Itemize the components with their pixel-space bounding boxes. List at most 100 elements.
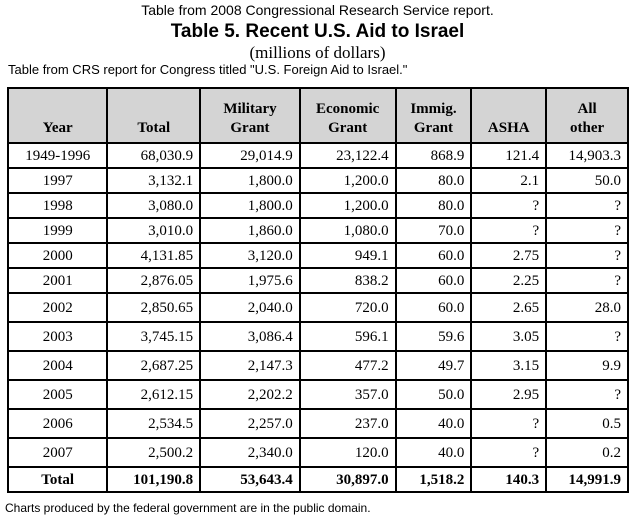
cell-military-grant: 3,086.4 [199, 321, 301, 352]
table-row: 1949-1996 68,030.9 29,014.9 23,122.4 868.9 12… [6, 142, 629, 169]
cell-immig-grant: 80.0 [394, 192, 473, 219]
cell-year: 2006 [6, 408, 109, 439]
cell-asha: 121.4 [470, 142, 548, 169]
header-all-other: All other [545, 87, 629, 144]
table-row: 2002 2,850.65 2,040.0 720.0 60.0 2.65 28.0 [6, 292, 629, 323]
cell-economic-grant: 120.0 [298, 437, 397, 468]
cell-total: 3,010.0 [106, 217, 202, 244]
table-row: 1998 3,080.0 1,800.0 1,200.0 80.0?? [6, 192, 629, 219]
cell-economic-grant: 477.2 [298, 350, 397, 381]
cell-military-grant: 2,340.0 [199, 437, 301, 468]
cell-year: 1998 [6, 192, 109, 219]
cell-economic-grant: 1,080.0 [298, 217, 397, 244]
table-row: 2005 2,612.15 2,202.2 357.0 50.0 2.95? [6, 379, 629, 410]
cell-economic-grant: 1,200.0 [298, 192, 397, 219]
cell-all-other: 14,903.3 [545, 142, 629, 169]
cell-all-other: ? [545, 321, 629, 352]
total-cell-military-grant: 53,643.4 [199, 466, 301, 493]
cell-economic-grant: 23,122.4 [298, 142, 397, 169]
cell-year: 2005 [6, 379, 109, 410]
cell-total: 2,876.05 [106, 267, 202, 294]
table-title: Table 5. Recent U.S. Aid to Israel [170, 21, 465, 42]
cell-asha: ? [470, 192, 548, 219]
cell-year: 2002 [6, 292, 109, 323]
cell-total: 2,500.2 [106, 437, 202, 468]
caption-top: Table from 2008 Congressional Research S… [141, 2, 494, 18]
source-caption: Table from CRS report for Congress title… [8, 62, 408, 77]
header-total: Total [106, 87, 202, 144]
cell-asha: 3.05 [470, 321, 548, 352]
cell-all-other: ? [545, 242, 629, 269]
cell-asha: ? [470, 217, 548, 244]
cell-military-grant: 1,800.0 [199, 192, 301, 219]
cell-military-grant: 29,014.9 [199, 142, 301, 169]
total-cell-total: 101,190.8 [106, 466, 202, 493]
total-cell-immig-grant: 1,518.2 [394, 466, 473, 493]
cell-all-other: 0.2 [545, 437, 629, 468]
cell-immig-grant: 50.0 [394, 379, 473, 410]
table-row: 2007 2,500.2 2,340.0 120.0 40.0? 0.2 [6, 437, 629, 468]
cell-asha: 3.15 [470, 350, 548, 381]
cell-year: 1999 [6, 217, 109, 244]
table-row: 2003 3,745.15 3,086.4 596.1 59.6 3.05? [6, 321, 629, 352]
table-row: 2000 4,131.85 3,120.0 949.1 60.0 2.75? [6, 242, 629, 269]
total-cell-asha: 140.3 [470, 466, 548, 493]
table-row: 2001 2,876.05 1,975.6 838.2 60.0 2.25? [6, 267, 629, 294]
cell-immig-grant: 60.0 [394, 242, 473, 269]
header-asha: ASHA [470, 87, 548, 144]
cell-immig-grant: 40.0 [394, 437, 473, 468]
header-military-grant: Military Grant [199, 87, 301, 144]
cell-all-other: 28.0 [545, 292, 629, 323]
header-immig-grant: Immig. Grant [394, 87, 473, 144]
cell-military-grant: 2,202.2 [199, 379, 301, 410]
header-row: Year Total Military Grant Economic Grant I… [6, 87, 629, 144]
cell-immig-grant: 70.0 [394, 217, 473, 244]
cell-total: 2,612.15 [106, 379, 202, 410]
aid-table: Year Total Military Grant Economic Grant I… [6, 87, 629, 493]
table-subtitle: (millions of dollars) [249, 43, 386, 62]
cell-immig-grant: 59.6 [394, 321, 473, 352]
cell-all-other: 50.0 [545, 167, 629, 194]
cell-total: 3,132.1 [106, 167, 202, 194]
cell-all-other: ? [545, 267, 629, 294]
cell-military-grant: 2,147.3 [199, 350, 301, 381]
table-row: 2006 2,534.5 2,257.0 237.0 40.0? 0.5 [6, 408, 629, 439]
cell-economic-grant: 1,200.0 [298, 167, 397, 194]
cell-all-other: ? [545, 379, 629, 410]
cell-all-other: 9.9 [545, 350, 629, 381]
cell-total: 3,080.0 [106, 192, 202, 219]
cell-year: 2000 [6, 242, 109, 269]
cell-immig-grant: 60.0 [394, 292, 473, 323]
cell-year: 2003 [6, 321, 109, 352]
cell-immig-grant: 868.9 [394, 142, 473, 169]
total-cell-year: Total [6, 466, 109, 493]
total-cell-economic-grant: 30,897.0 [298, 466, 397, 493]
cell-year: 2004 [6, 350, 109, 381]
cell-economic-grant: 949.1 [298, 242, 397, 269]
cell-asha: ? [470, 408, 548, 439]
cell-year: 2001 [6, 267, 109, 294]
cell-economic-grant: 720.0 [298, 292, 397, 323]
cell-asha: 2.95 [470, 379, 548, 410]
cell-year: 1949-1996 [6, 142, 109, 169]
table-row: 2004 2,687.25 2,147.3 477.2 49.7 3.15 9.9 [6, 350, 629, 381]
cell-military-grant: 3,120.0 [199, 242, 301, 269]
cell-all-other: ? [545, 192, 629, 219]
cell-military-grant: 1,975.6 [199, 267, 301, 294]
cell-asha: 2.1 [470, 167, 548, 194]
cell-total: 2,534.5 [106, 408, 202, 439]
cell-total: 4,131.85 [106, 242, 202, 269]
table-row: 1999 3,010.0 1,860.0 1,080.0 70.0?? [6, 217, 629, 244]
cell-all-other: ? [545, 217, 629, 244]
cell-total: 68,030.9 [106, 142, 202, 169]
cell-asha: 2.65 [470, 292, 548, 323]
cell-total: 3,745.15 [106, 321, 202, 352]
cell-total: 2,850.65 [106, 292, 202, 323]
table-body: 1949-1996 68,030.9 29,014.9 23,122.4 868.9 12… [6, 142, 629, 493]
cell-military-grant: 2,040.0 [199, 292, 301, 323]
cell-immig-grant: 60.0 [394, 267, 473, 294]
cell-year: 1997 [6, 167, 109, 194]
cell-economic-grant: 237.0 [298, 408, 397, 439]
cell-military-grant: 1,800.0 [199, 167, 301, 194]
table-row: 1997 3,132.1 1,800.0 1,200.0 80.0 2.1 50.0 [6, 167, 629, 194]
